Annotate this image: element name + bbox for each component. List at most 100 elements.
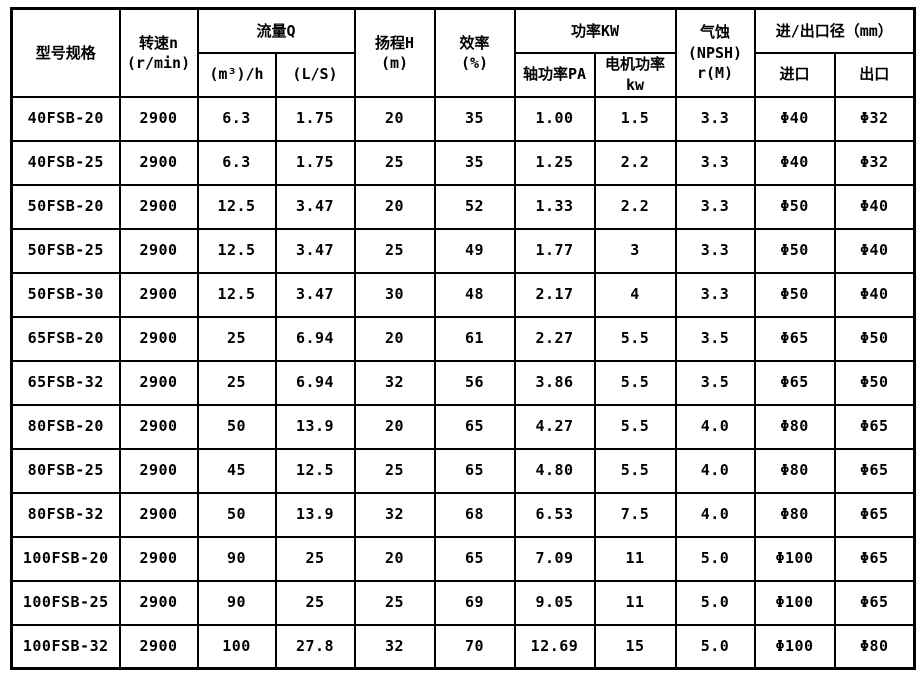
- value-cell: Φ40: [753, 95, 836, 142]
- header-speed: 转速n (r/min): [118, 7, 199, 98]
- value-cell: 25: [353, 139, 436, 186]
- model-cell: 80FSB-20: [10, 403, 121, 450]
- value-cell: 7.09: [513, 535, 596, 582]
- value-cell: 4.80: [513, 447, 596, 494]
- value-cell: 2.2: [593, 183, 677, 230]
- header-port-inlet: 进口: [753, 51, 836, 98]
- value-cell: 100: [196, 623, 277, 670]
- value-cell: Φ40: [753, 139, 836, 186]
- table-row: 40FSB-25 2900 6.3 1.75 25 35 1.25 2.2 3.3 Φ40 Φ32: [10, 139, 916, 186]
- value-cell: 12.69: [513, 623, 596, 670]
- value-cell: 4.0: [674, 491, 756, 538]
- value-cell: 2900: [118, 227, 199, 274]
- value-cell: 45: [196, 447, 277, 494]
- value-cell: 1.33: [513, 183, 596, 230]
- value-cell: 2.27: [513, 315, 596, 362]
- header-power-shaft: 轴功率PA: [513, 51, 596, 98]
- value-cell: Φ80: [753, 491, 836, 538]
- value-cell: Φ50: [753, 271, 836, 318]
- value-cell: 1.25: [513, 139, 596, 186]
- value-cell: 1.5: [593, 95, 677, 142]
- value-cell: 2900: [118, 271, 199, 318]
- value-cell: 56: [433, 359, 516, 406]
- model-cell: 50FSB-30: [10, 271, 121, 318]
- value-cell: 70: [433, 623, 516, 670]
- value-cell: Φ65: [833, 491, 916, 538]
- value-cell: 5.5: [593, 359, 677, 406]
- value-cell: 6.53: [513, 491, 596, 538]
- model-cell: 65FSB-20: [10, 315, 121, 362]
- value-cell: 35: [433, 95, 516, 142]
- value-cell: 49: [433, 227, 516, 274]
- table-row: 100FSB-20 2900 90 25 20 65 7.09 11 5.0 Φ100 Φ65: [10, 535, 916, 582]
- value-cell: 12.5: [196, 183, 277, 230]
- value-cell: 30: [353, 271, 436, 318]
- header-head: 扬程H (m): [353, 7, 436, 98]
- value-cell: 3.3: [674, 183, 756, 230]
- value-cell: 3.47: [274, 271, 356, 318]
- value-cell: 65: [433, 447, 516, 494]
- table-row: 100FSB-25 2900 90 25 25 69 9.05 11 5.0 Φ100 Φ65: [10, 579, 916, 626]
- table-row: 80FSB-32 2900 50 13.9 32 68 6.53 7.5 4.0 Φ80 Φ65: [10, 491, 916, 538]
- value-cell: 25: [353, 447, 436, 494]
- header-power-motor: 电机功率 kw: [593, 51, 677, 98]
- model-cell: 80FSB-25: [10, 447, 121, 494]
- header-efficiency: 效率 (%): [433, 7, 516, 98]
- value-cell: 2.17: [513, 271, 596, 318]
- value-cell: 2900: [118, 315, 199, 362]
- model-cell: 50FSB-20: [10, 183, 121, 230]
- value-cell: 2900: [118, 623, 199, 670]
- value-cell: 3.3: [674, 271, 756, 318]
- value-cell: 1.00: [513, 95, 596, 142]
- table-row: 50FSB-30 2900 12.5 3.47 30 48 2.17 4 3.3 Φ50 Φ40: [10, 271, 916, 318]
- table-row: 50FSB-25 2900 12.5 3.47 25 49 1.77 3 3.3 Φ50 Φ40: [10, 227, 916, 274]
- value-cell: Φ40: [833, 271, 916, 318]
- header-npsh: 气蚀 (NPSH) r(M): [674, 7, 756, 98]
- header-flow-group: 流量Q: [196, 7, 356, 54]
- value-cell: 3.3: [674, 227, 756, 274]
- value-cell: Φ65: [833, 535, 916, 582]
- value-cell: 25: [353, 579, 436, 626]
- model-cell: 50FSB-25: [10, 227, 121, 274]
- value-cell: 2900: [118, 447, 199, 494]
- table-row: 80FSB-25 2900 45 12.5 25 65 4.80 5.5 4.0 Φ80 Φ65: [10, 447, 916, 494]
- value-cell: 2900: [118, 359, 199, 406]
- value-cell: 20: [353, 535, 436, 582]
- header-ports-group: 进/出口径（mm）: [753, 7, 916, 54]
- pump-spec-table: 型号规格 转速n (r/min) 流量Q 扬程H (m) 效率 (%) 功率KW…: [10, 7, 916, 670]
- value-cell: 50: [196, 403, 277, 450]
- value-cell: 25: [274, 535, 356, 582]
- value-cell: 52: [433, 183, 516, 230]
- value-cell: 3.3: [674, 95, 756, 142]
- model-cell: 100FSB-25: [10, 579, 121, 626]
- table-row: 40FSB-20 2900 6.3 1.75 20 35 1.00 1.5 3.3 Φ40 Φ32: [10, 95, 916, 142]
- value-cell: 1.75: [274, 95, 356, 142]
- value-cell: Φ100: [753, 579, 836, 626]
- value-cell: Φ100: [753, 623, 836, 670]
- model-cell: 40FSB-20: [10, 95, 121, 142]
- value-cell: 2900: [118, 183, 199, 230]
- value-cell: 20: [353, 403, 436, 450]
- value-cell: 13.9: [274, 403, 356, 450]
- table-row: 50FSB-20 2900 12.5 3.47 20 52 1.33 2.2 3.3 Φ50 Φ40: [10, 183, 916, 230]
- value-cell: 25: [353, 227, 436, 274]
- value-cell: Φ32: [833, 95, 916, 142]
- model-cell: 100FSB-32: [10, 623, 121, 670]
- value-cell: Φ65: [833, 447, 916, 494]
- header-model: 型号规格: [10, 7, 121, 98]
- value-cell: 20: [353, 95, 436, 142]
- value-cell: 48: [433, 271, 516, 318]
- value-cell: 5.5: [593, 447, 677, 494]
- table-row: 100FSB-32 2900 100 27.8 32 70 12.69 15 5.0 Φ100 Φ8…: [10, 623, 916, 670]
- value-cell: 13.9: [274, 491, 356, 538]
- table-row: 80FSB-20 2900 50 13.9 20 65 4.27 5.5 4.0 Φ80 Φ65: [10, 403, 916, 450]
- model-cell: 100FSB-20: [10, 535, 121, 582]
- table-header: 型号规格 转速n (r/min) 流量Q 扬程H (m) 效率 (%) 功率KW…: [10, 7, 916, 98]
- value-cell: Φ80: [753, 447, 836, 494]
- value-cell: 5.0: [674, 579, 756, 626]
- value-cell: 11: [593, 579, 677, 626]
- value-cell: 69: [433, 579, 516, 626]
- value-cell: 90: [196, 535, 277, 582]
- value-cell: Φ65: [753, 359, 836, 406]
- model-cell: 80FSB-32: [10, 491, 121, 538]
